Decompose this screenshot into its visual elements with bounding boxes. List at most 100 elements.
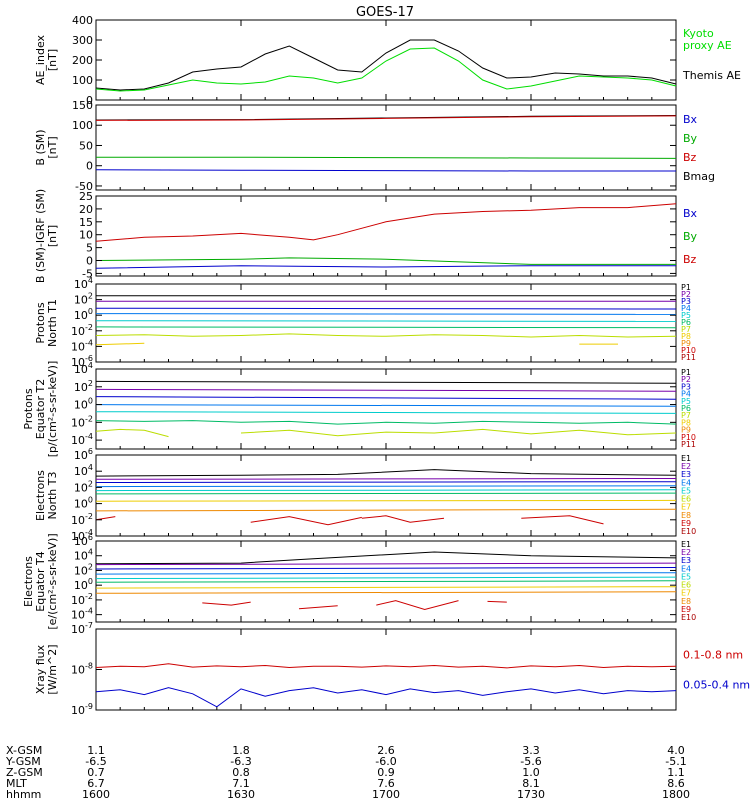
legend-entry: P5 — [681, 397, 691, 406]
x-axis-value: 1.1 — [87, 744, 105, 757]
series-ee-10 — [376, 600, 459, 611]
legend-entry: P9 — [681, 339, 691, 348]
y-axis-label: [p/(cm²-s-sr-keV)] — [46, 361, 59, 458]
x-axis-value: 0.7 — [87, 766, 105, 779]
y-tick-label: 100 — [74, 307, 93, 322]
panel-frame — [95, 368, 677, 450]
y-tick-label: 0 — [86, 160, 93, 173]
legend-entry: Bx — [683, 113, 698, 126]
y-tick-label: 10-8 — [71, 662, 93, 677]
y-axis-label: Electrons — [22, 556, 35, 607]
y-tick-label: 102 — [74, 562, 93, 577]
series-en-1 — [95, 478, 677, 480]
legend-entry: P2 — [681, 290, 691, 299]
legend-entry: P3 — [681, 297, 691, 306]
series-bigrf-2 — [95, 265, 676, 269]
legend-entry: E5 — [681, 486, 691, 495]
y-axis-label: North T1 — [46, 299, 59, 347]
y-tick-exponent: -4 — [85, 528, 93, 537]
legend-entry: 0.05-0.4 nm — [683, 679, 750, 692]
chart-title: GOES-17 — [356, 5, 414, 20]
legend-entry: E3 — [681, 470, 691, 479]
y-tick-exponent: 2 — [88, 479, 93, 488]
y-tick-label: 0 — [86, 94, 93, 107]
x-axis-value: -5.1 — [665, 755, 686, 768]
y-axis-label: [W/m^2] — [46, 644, 59, 694]
y-tick-exponent: -4 — [85, 338, 93, 347]
y-tick-label: 10 — [79, 229, 93, 242]
y-tick-label: 50 — [79, 139, 93, 152]
y-tick-label: 100 — [74, 397, 93, 412]
x-axis-value: 0.8 — [232, 766, 250, 779]
y-tick-label: -5 — [82, 267, 93, 280]
y-tick-exponent: -9 — [85, 702, 93, 711]
y-axis-label: Protons — [34, 302, 47, 343]
y-tick-label: 15 — [79, 216, 93, 229]
legend-entry: E6 — [681, 495, 691, 504]
y-axis-label: Equator T2 — [34, 379, 47, 439]
y-tick-exponent: 2 — [88, 562, 93, 571]
x-axis-value: 4.0 — [667, 744, 685, 757]
y-tick-label: 10-2 — [71, 414, 93, 429]
series-en-5 — [95, 492, 677, 495]
y-tick-label: 102 — [74, 379, 93, 394]
legend-entry: E2 — [681, 462, 691, 471]
y-tick-label: 104 — [74, 463, 93, 478]
legend-entry: E9 — [681, 519, 691, 528]
y-axis-label: AE_index — [34, 34, 47, 85]
series-pe-3 — [95, 404, 677, 407]
y-axis-label: Xray flux — [34, 644, 47, 694]
series-xray-0 — [95, 663, 677, 669]
panel-frame — [95, 19, 677, 101]
x-axis-value: 8.1 — [522, 777, 540, 790]
y-tick-exponent: 4 — [88, 276, 93, 285]
y-tick-label: -50 — [75, 180, 93, 193]
x-axis-value: 1630 — [227, 788, 255, 800]
legend-entry: P8 — [681, 332, 691, 341]
x-axis-value: 8.6 — [667, 777, 685, 790]
legend-entry: 0.1-0.8 nm — [683, 649, 743, 662]
y-tick-exponent: 6 — [88, 447, 93, 456]
series-pn-3 — [95, 313, 677, 315]
y-tick-label: 25 — [79, 190, 93, 203]
legend-entry: P4 — [681, 390, 691, 399]
legend-entry: E4 — [681, 564, 691, 573]
series-pn-2 — [95, 307, 677, 310]
series-ee-5 — [95, 580, 677, 583]
y-axis-label: Equator T4 — [34, 551, 47, 611]
panel-frame — [95, 454, 677, 537]
legend-entry: E3 — [681, 556, 691, 565]
y-tick-exponent: -2 — [85, 512, 93, 521]
legend-entry: Kyoto — [683, 27, 714, 40]
series-pe-2 — [95, 396, 677, 400]
series-ae-1 — [95, 47, 677, 92]
legend-entry: Bz — [683, 253, 697, 266]
series-en-2 — [95, 481, 677, 483]
legend-entry: E1 — [681, 540, 691, 549]
series-en-9 — [250, 516, 362, 526]
x-axis-value: 0.9 — [377, 766, 395, 779]
y-tick-exponent: -4 — [85, 607, 93, 616]
y-tick-label: 10-4 — [71, 338, 93, 353]
y-tick-label: 10-2 — [71, 512, 93, 527]
legend-entry: P5 — [681, 311, 691, 320]
y-tick-exponent: -2 — [85, 323, 93, 332]
y-tick-label: 106 — [74, 533, 93, 548]
series-bsm-1 — [95, 115, 677, 121]
x-axis-value: 1.1 — [667, 766, 685, 779]
legend-entry: Themis AE — [682, 69, 741, 82]
legend-entry: P6 — [681, 318, 691, 327]
series-pn-7 — [95, 342, 145, 346]
legend-entry: P10 — [681, 433, 696, 442]
series-en-4 — [95, 489, 677, 492]
y-tick-exponent: -6 — [85, 354, 93, 363]
legend-entry: P8 — [681, 418, 691, 427]
legend-entry: Bmag — [683, 170, 715, 183]
legend-entry: E9 — [681, 605, 691, 614]
series-en-7 — [95, 508, 677, 512]
legend-entry: E2 — [681, 548, 691, 557]
